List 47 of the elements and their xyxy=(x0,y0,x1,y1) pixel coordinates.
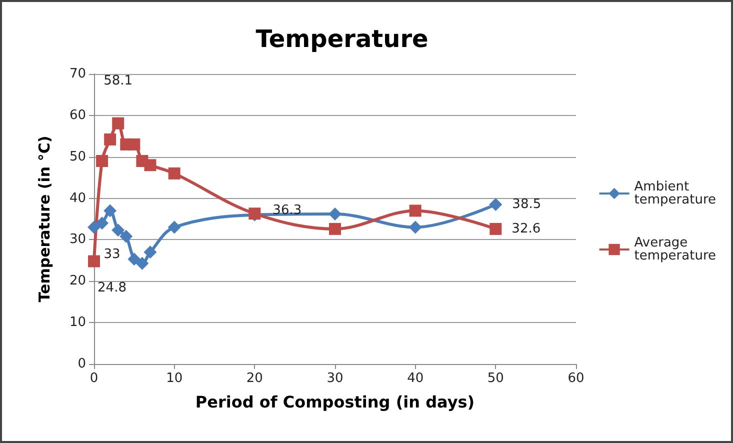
point xyxy=(490,222,502,235)
data-label: 24.8 xyxy=(98,280,126,296)
point xyxy=(168,220,181,234)
data-label: 33 xyxy=(104,246,120,262)
point xyxy=(136,256,149,270)
data-label: 38.5 xyxy=(512,197,542,212)
x-tick-label: 10 xyxy=(166,371,183,386)
point xyxy=(104,133,116,146)
point xyxy=(489,198,502,211)
y-tick-label: 60 xyxy=(69,108,86,123)
point xyxy=(88,255,100,268)
point xyxy=(120,230,133,243)
point xyxy=(168,167,180,180)
legend-label: Ambient temperature xyxy=(634,180,716,208)
point xyxy=(408,220,422,234)
point xyxy=(88,220,100,234)
x-tick-label: 30 xyxy=(326,371,344,386)
x-tick-label: 0 xyxy=(90,371,98,386)
y-axis-title: Temperature (in °C) xyxy=(36,136,54,302)
point xyxy=(112,117,124,130)
y-tick-label: 0 xyxy=(78,356,86,372)
y-tick-label: 50 xyxy=(69,149,86,164)
x-tick-label: 60 xyxy=(568,371,584,386)
point xyxy=(144,246,157,259)
point xyxy=(128,252,141,266)
x-tick-label: 20 xyxy=(246,371,263,386)
point xyxy=(409,204,422,217)
point xyxy=(96,155,108,167)
x-tick-label: 40 xyxy=(407,371,424,386)
legend-label: Average temperature xyxy=(634,236,716,264)
point xyxy=(96,216,109,230)
point xyxy=(329,222,341,235)
data-label: 32.6 xyxy=(512,221,541,236)
x-axis-title: Period of Composting (in days) xyxy=(195,392,475,412)
point xyxy=(328,208,342,221)
point xyxy=(112,224,125,237)
point xyxy=(104,204,117,218)
y-tick-label: 10 xyxy=(69,315,86,330)
x-tick-label: 50 xyxy=(487,371,504,386)
y-tick-label: 20 xyxy=(69,274,86,289)
point xyxy=(144,159,156,172)
point xyxy=(128,138,140,150)
data-label: 58.1 xyxy=(104,73,133,88)
chart-title: Temperature xyxy=(256,25,428,53)
y-tick-label: 40 xyxy=(69,190,86,206)
y-tick-label: 30 xyxy=(69,232,86,248)
y-tick-label: 70 xyxy=(69,66,86,82)
